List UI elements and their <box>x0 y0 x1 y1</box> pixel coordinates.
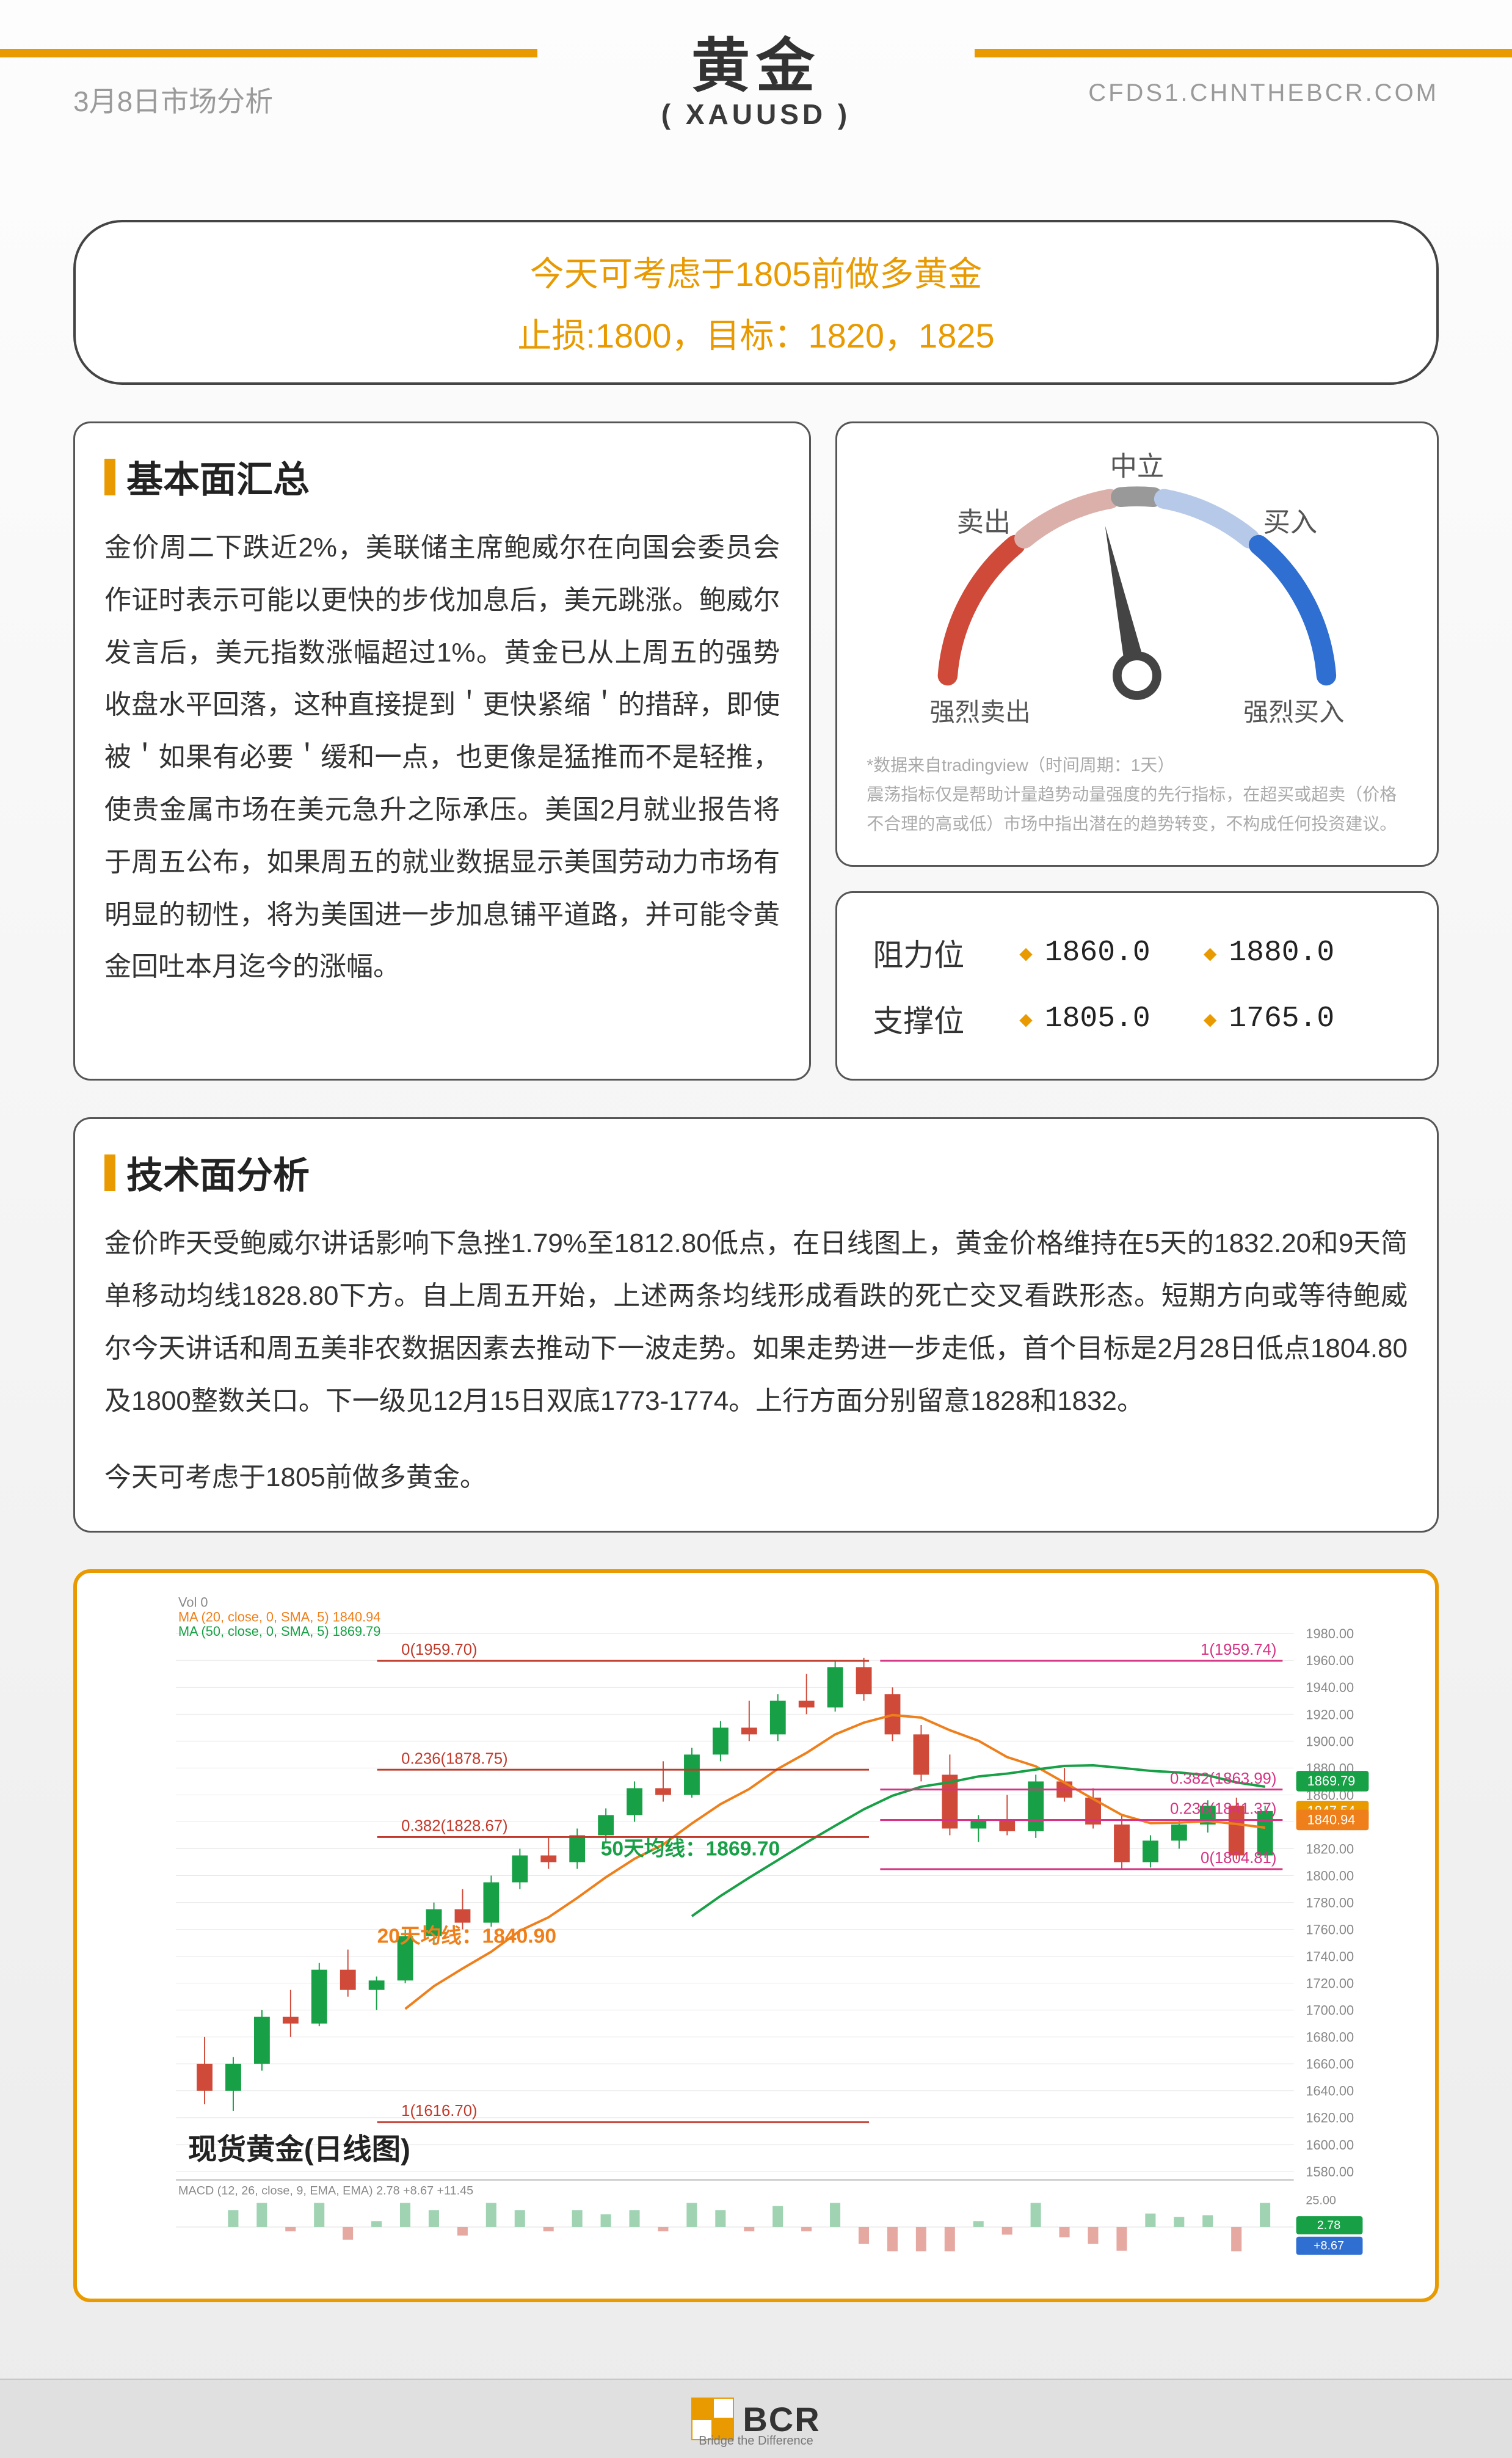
svg-text:1900.00: 1900.00 <box>1306 1734 1354 1749</box>
footer: BCR Bridge the Difference <box>0 2379 1512 2458</box>
dot-icon: ◆ <box>1204 1009 1217 1029</box>
svg-text:1940.00: 1940.00 <box>1306 1680 1354 1695</box>
support-label: 支撑位 <box>873 997 1007 1041</box>
svg-text:1920.00: 1920.00 <box>1306 1707 1354 1722</box>
gauge-label-sell: 卖出 <box>957 508 1011 538</box>
svg-text:20天均线：1840.90: 20天均线：1840.90 <box>377 1925 556 1948</box>
gauge-label-buy: 买入 <box>1263 508 1318 538</box>
technical-title: 技术面分析 <box>104 1146 1408 1199</box>
svg-text:1869.79: 1869.79 <box>1307 1773 1356 1789</box>
svg-text:25.00: 25.00 <box>1306 2194 1336 2207</box>
svg-text:1700.00: 1700.00 <box>1306 2003 1354 2018</box>
gauge-card: 强烈卖出 卖出 中立 买入 强烈买入 *数据来自tradingview（时间周期… <box>835 421 1439 867</box>
resistance-row: 阻力位 ◆ 1860.0 ◆ 1880.0 <box>867 920 1408 986</box>
sentiment-gauge: 强烈卖出 卖出 中立 买入 强烈买入 <box>867 450 1408 738</box>
svg-text:0.236(1878.75): 0.236(1878.75) <box>401 1750 507 1767</box>
middle-row: 基本面汇总 金价周二下跌近2%，美联储主席鲍威尔在向国会委员会作证时表示可能以更… <box>73 421 1439 1081</box>
svg-text:0.382(1863.99): 0.382(1863.99) <box>1170 1770 1276 1787</box>
chart-card: 1580.00 1600.00 1620.00 1640.00 1660.00 1680.… <box>73 1569 1439 2302</box>
svg-text:1840.94: 1840.94 <box>1307 1812 1356 1828</box>
svg-text:1960.00: 1960.00 <box>1306 1653 1354 1668</box>
gauge-label-neutral: 中立 <box>1110 451 1165 481</box>
svg-text:MACD (12, 26, close, 9, EMA, E: MACD (12, 26, close, 9, EMA, EMA) 2.78 +… <box>178 2184 473 2198</box>
svg-text:1660.00: 1660.00 <box>1306 2057 1354 2072</box>
svg-text:2.78: 2.78 <box>1317 2219 1340 2232</box>
svg-text:1800.00: 1800.00 <box>1306 1869 1354 1884</box>
brand-name: BCR <box>743 2399 820 2439</box>
svg-text:1(1616.70): 1(1616.70) <box>401 2102 477 2120</box>
technical-closing: 今天可考虑于1805前做多黄金。 <box>104 1451 1408 1504</box>
fundamentals-card: 基本面汇总 金价周二下跌近2%，美联储主席鲍威尔在向国会委员会作证时表示可能以更… <box>73 421 811 1081</box>
site-url: CFDS1.CHNTHEBCR.COM <box>1088 79 1439 107</box>
right-column: 强烈卖出 卖出 中立 买入 强烈买入 *数据来自tradingview（时间周期… <box>835 421 1439 1081</box>
svg-text:0.236(1841.37): 0.236(1841.37) <box>1170 1801 1276 1818</box>
date-label: 3月8日市场分析 <box>73 79 273 120</box>
header: 黄金 ( XAUUSD ) 3月8日市场分析 CFDS1.CHNTHEBCR.C… <box>73 0 1439 183</box>
technical-body: 金价昨天受鲍威尔讲话影响下急挫1.79%至1812.80低点，在日线图上，黄金价… <box>104 1217 1408 1427</box>
svg-text:1680.00: 1680.00 <box>1306 2030 1354 2045</box>
trade-idea-box: 今天可考虑于1805前做多黄金 止损:1800，目标：1820，1825 <box>73 220 1439 385</box>
svg-text:1780.00: 1780.00 <box>1306 1895 1354 1911</box>
gauge-note-line1: *数据来自tradingview（时间周期：1天） <box>867 751 1408 780</box>
svg-text:MA (20, close, 0, SMA, 5) 184: MA (20, close, 0, SMA, 5) 1840.94 <box>178 1610 380 1625</box>
gauge-label-strong-sell: 强烈卖出 <box>930 698 1031 726</box>
svg-text:MA (50, close, 0, SMA, 5) 186: MA (50, close, 0, SMA, 5) 1869.79 <box>178 1624 380 1639</box>
support-2: 1765.0 <box>1229 1002 1375 1035</box>
price-chart: 1580.00 1600.00 1620.00 1640.00 1660.00 1680.… <box>95 1591 1417 2280</box>
levels-card: 阻力位 ◆ 1860.0 ◆ 1880.0 支撑位 ◆ 1805.0 ◆ 176… <box>835 891 1439 1081</box>
svg-text:+8.67: +8.67 <box>1314 2239 1344 2253</box>
svg-text:1760.00: 1760.00 <box>1306 1922 1354 1938</box>
svg-text:1740.00: 1740.00 <box>1306 1949 1354 1964</box>
brand-tagline: Bridge the Difference <box>699 2434 813 2448</box>
svg-text:现货黄金(日线图): 现货黄金(日线图) <box>188 2134 410 2166</box>
report-page: 黄金 ( XAUUSD ) 3月8日市场分析 CFDS1.CHNTHEBCR.C… <box>0 0 1512 2458</box>
fundamentals-title: 基本面汇总 <box>104 450 780 503</box>
svg-text:0(1959.70): 0(1959.70) <box>401 1641 477 1658</box>
dot-icon: ◆ <box>1019 943 1033 963</box>
svg-text:0(1804.81): 0(1804.81) <box>1201 1850 1276 1867</box>
resistance-2: 1880.0 <box>1229 936 1375 969</box>
gauge-label-strong-buy: 强烈买入 <box>1243 698 1344 726</box>
svg-text:1600.00: 1600.00 <box>1306 2137 1354 2153</box>
svg-text:0.382(1828.67): 0.382(1828.67) <box>401 1818 507 1835</box>
technical-card: 技术面分析 金价昨天受鲍威尔讲话影响下急挫1.79%至1812.80低点，在日线… <box>73 1117 1439 1533</box>
gauge-note-line2: 震荡指标仅是帮助计量趋势动量强度的先行指标，在超买或超卖（价格不合理的高或低）市… <box>867 780 1408 838</box>
resistance-1: 1860.0 <box>1045 936 1191 969</box>
dot-icon: ◆ <box>1204 943 1217 963</box>
fundamentals-body: 金价周二下跌近2%，美联储主席鲍威尔在向国会委员会作证时表示可能以更快的步伐加息… <box>104 522 780 993</box>
gauge-note: *数据来自tradingview（时间周期：1天） 震荡指标仅是帮助计量趋势动量… <box>867 751 1408 838</box>
svg-text:1980.00: 1980.00 <box>1306 1626 1354 1641</box>
resistance-label: 阻力位 <box>873 931 1007 975</box>
svg-text:1720.00: 1720.00 <box>1306 1976 1354 1991</box>
trade-idea-line1: 今天可考虑于1805前做多黄金 <box>112 247 1400 296</box>
svg-text:1640.00: 1640.00 <box>1306 2084 1354 2099</box>
support-1: 1805.0 <box>1045 1002 1191 1035</box>
support-row: 支撑位 ◆ 1805.0 ◆ 1765.0 <box>867 986 1408 1052</box>
svg-text:50天均线：1869.70: 50天均线：1869.70 <box>601 1837 780 1861</box>
trade-idea-line2: 止损:1800，目标：1820，1825 <box>112 308 1400 358</box>
dot-icon: ◆ <box>1019 1009 1033 1029</box>
svg-text:1(1959.74): 1(1959.74) <box>1201 1641 1276 1658</box>
svg-text:1820.00: 1820.00 <box>1306 1842 1354 1857</box>
svg-text:1620.00: 1620.00 <box>1306 2110 1354 2126</box>
svg-text:Vol 0: Vol 0 <box>178 1595 208 1610</box>
svg-text:1580.00: 1580.00 <box>1306 2164 1354 2179</box>
